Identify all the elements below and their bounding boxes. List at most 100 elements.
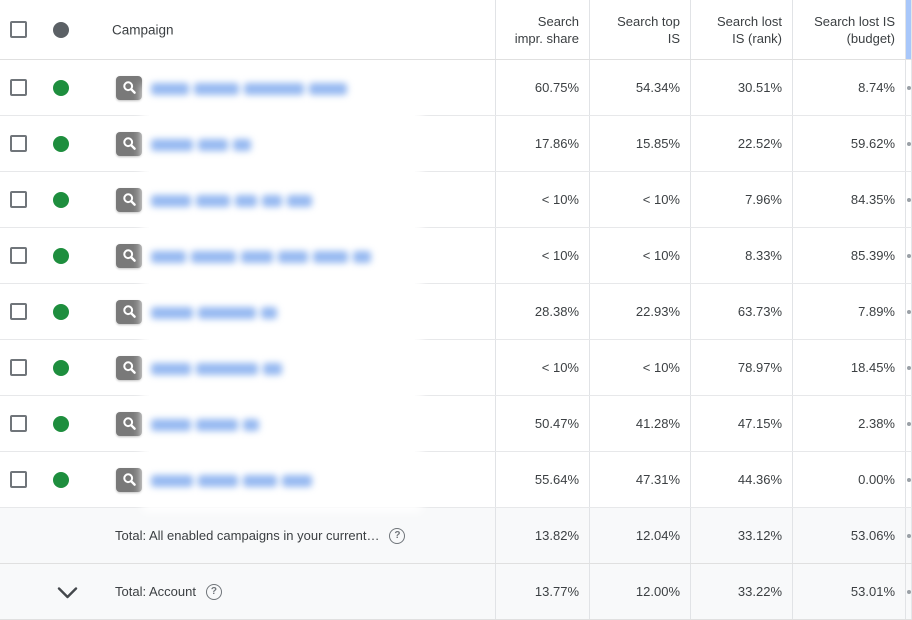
table-row: 55.64% 47.31% 44.36% 0.00% [0, 452, 912, 508]
next-column-edge [905, 396, 912, 451]
magnifier-icon[interactable] [116, 243, 142, 268]
magnifier-icon[interactable] [116, 355, 142, 380]
row-checkbox[interactable] [10, 246, 27, 264]
cell-search-lost-is-budget: 8.74% [792, 60, 905, 115]
campaign-cell [0, 60, 495, 115]
campaign-cell [0, 340, 495, 395]
total-account-label-cell: Total: Account ? [0, 564, 495, 619]
next-column-edge [905, 564, 912, 619]
header-search-impr-share[interactable]: Search impr. share [495, 0, 589, 59]
cell-search-lost-is-rank: 63.73% [690, 284, 792, 339]
magnifier-icon[interactable] [116, 467, 142, 492]
table-row: 28.38% 22.93% 63.73% 7.89% [0, 284, 912, 340]
magnifier-icon[interactable] [116, 131, 142, 156]
total-account-row: Total: Account ? 13.77% 12.00% 33.22% 53… [0, 564, 912, 620]
table-header: Campaign Search impr. share Search top I… [0, 0, 912, 60]
status-enabled-dot-icon[interactable] [53, 303, 69, 320]
table-row: < 10% < 10% 78.97% 18.45% [0, 340, 912, 396]
magnifier-icon[interactable] [116, 299, 142, 324]
status-enabled-dot-icon[interactable] [53, 247, 69, 264]
total-account-label: Total: Account [115, 584, 196, 599]
privacy-blur-overlay [149, 92, 415, 505]
next-column-peek-dot [906, 197, 911, 202]
total-impr-share: 13.82% [495, 508, 589, 563]
cell-search-lost-is-budget: 7.89% [792, 284, 905, 339]
magnifier-icon[interactable] [116, 187, 142, 212]
cell-search-top-is: 41.28% [589, 396, 690, 451]
cell-search-lost-is-budget: 18.45% [792, 340, 905, 395]
cell-search-impr-share: < 10% [495, 172, 589, 227]
next-column-edge [905, 172, 912, 227]
next-column-peek-dot [906, 141, 911, 146]
next-column-edge [905, 452, 912, 507]
cell-search-top-is: < 10% [589, 340, 690, 395]
table-row: < 10% < 10% 8.33% 85.39% [0, 228, 912, 284]
cell-search-lost-is-budget: 0.00% [792, 452, 905, 507]
table-row: 17.86% 15.85% 22.52% 59.62% [0, 116, 912, 172]
cell-search-lost-is-rank: 78.97% [690, 340, 792, 395]
status-column-dot-icon[interactable] [53, 21, 69, 38]
table-row: 60.75% 54.34% 30.51% 8.74% [0, 60, 912, 116]
next-column-peek-dot [906, 365, 911, 370]
next-column-peek-dot [906, 421, 911, 426]
campaign-cell [0, 172, 495, 227]
cell-search-lost-is-budget: 2.38% [792, 396, 905, 451]
cell-search-impr-share: 50.47% [495, 396, 589, 451]
campaign-cell [0, 452, 495, 507]
total-enabled-campaigns-row: Total: All enabled campaigns in your cur… [0, 508, 912, 564]
status-enabled-dot-icon[interactable] [53, 471, 69, 488]
cell-search-top-is: 54.34% [589, 60, 690, 115]
cell-search-lost-is-rank: 44.36% [690, 452, 792, 507]
next-column-peek-dot [906, 589, 911, 594]
status-enabled-dot-icon[interactable] [53, 191, 69, 208]
chevron-down-icon[interactable] [57, 586, 78, 604]
help-icon[interactable]: ? [389, 527, 406, 544]
row-checkbox[interactable] [10, 470, 27, 488]
cell-search-top-is: 22.93% [589, 284, 690, 339]
header-search-lost-is-rank[interactable]: Search lost IS (rank) [690, 0, 792, 59]
header-search-top-is[interactable]: Search top IS [589, 0, 690, 59]
cell-search-lost-is-rank: 8.33% [690, 228, 792, 283]
row-checkbox[interactable] [10, 358, 27, 376]
cell-search-impr-share: 55.64% [495, 452, 589, 507]
cell-search-impr-share: 28.38% [495, 284, 589, 339]
campaign-cell [0, 284, 495, 339]
cell-search-lost-is-rank: 7.96% [690, 172, 792, 227]
cell-search-lost-is-budget: 85.39% [792, 228, 905, 283]
cell-search-impr-share: 17.86% [495, 116, 589, 171]
next-column-peek-dot [906, 85, 911, 90]
status-enabled-dot-icon[interactable] [53, 415, 69, 432]
row-checkbox[interactable] [10, 302, 27, 320]
table-row: 50.47% 41.28% 47.15% 2.38% [0, 396, 912, 452]
status-enabled-dot-icon[interactable] [53, 135, 69, 152]
help-icon[interactable]: ? [205, 583, 222, 600]
select-all-checkbox[interactable] [10, 20, 27, 38]
cell-search-lost-is-rank: 30.51% [690, 60, 792, 115]
status-enabled-dot-icon[interactable] [53, 79, 69, 96]
column-highlight-strip [906, 0, 911, 59]
header-campaign-cell: Campaign [0, 0, 495, 59]
next-column-peek-dot [906, 309, 911, 314]
row-checkbox[interactable] [10, 78, 27, 96]
total-top-is: 12.04% [589, 508, 690, 563]
cell-search-lost-is-rank: 47.15% [690, 396, 792, 451]
cell-search-impr-share: < 10% [495, 228, 589, 283]
row-checkbox[interactable] [10, 414, 27, 432]
account-lost-budget: 53.01% [792, 564, 905, 619]
magnifier-icon[interactable] [116, 411, 142, 436]
magnifier-icon[interactable] [116, 75, 142, 100]
header-search-lost-is-budget[interactable]: Search lost IS (budget) [792, 0, 905, 59]
campaign-cell [0, 116, 495, 171]
row-checkbox[interactable] [10, 190, 27, 208]
row-checkbox[interactable] [10, 134, 27, 152]
header-next-column-edge [905, 0, 912, 59]
cell-search-top-is: < 10% [589, 228, 690, 283]
cell-search-top-is: 15.85% [589, 116, 690, 171]
campaign-column-header[interactable]: Campaign [112, 22, 174, 37]
campaign-cell [0, 228, 495, 283]
cell-search-lost-is-rank: 22.52% [690, 116, 792, 171]
status-enabled-dot-icon[interactable] [53, 359, 69, 376]
next-column-edge [905, 116, 912, 171]
next-column-edge [905, 228, 912, 283]
next-column-edge [905, 284, 912, 339]
